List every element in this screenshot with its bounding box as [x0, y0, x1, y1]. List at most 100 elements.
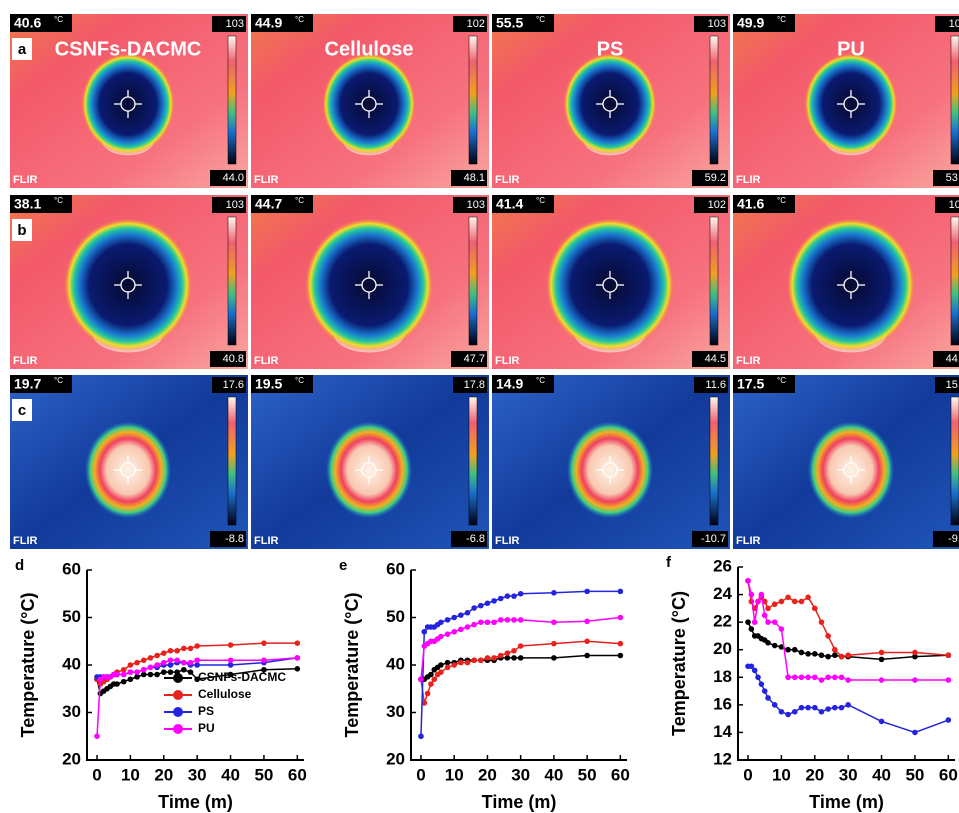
point	[878, 656, 885, 663]
spot-temperature: 17.5	[737, 376, 764, 392]
spot	[80, 52, 176, 156]
spot-temperature: 14.9	[496, 376, 523, 392]
point	[791, 674, 798, 681]
thermal-image: 49.9 °C 103 53.2 FLIR PU	[733, 14, 959, 188]
point	[458, 659, 464, 666]
point	[194, 657, 200, 664]
max-box	[694, 377, 728, 393]
point	[811, 704, 818, 711]
point	[484, 619, 491, 626]
thermal-image: 40.6 °C 103 44.0 FLIR a CSNFs-DACMC	[10, 14, 248, 188]
point	[438, 662, 444, 668]
point	[261, 657, 267, 664]
point	[451, 614, 458, 621]
point	[504, 593, 511, 599]
point	[194, 662, 200, 668]
point	[444, 664, 451, 671]
spot-temperature: 40.6	[14, 15, 41, 31]
min-box	[933, 351, 959, 367]
scale-min: 59.2	[705, 172, 726, 184]
x-tick-label: 30	[188, 765, 207, 784]
unit: °C	[536, 15, 545, 24]
panel-letter: d	[15, 557, 24, 574]
scale-min: 44.5	[946, 353, 959, 365]
series-line	[420, 640, 621, 704]
spot	[325, 421, 413, 519]
color-bar	[227, 396, 237, 526]
min-box	[692, 170, 728, 186]
point	[785, 711, 791, 718]
min-box	[210, 531, 246, 547]
y-tick-label: 20	[713, 639, 732, 658]
point	[845, 652, 851, 659]
point	[194, 643, 200, 649]
point	[912, 677, 918, 683]
point	[127, 662, 134, 668]
scale-min: 47.7	[464, 353, 485, 365]
unit: °C	[536, 196, 545, 205]
point	[551, 590, 557, 596]
point	[878, 677, 885, 683]
spot-box	[492, 195, 554, 213]
point	[791, 598, 798, 605]
point	[584, 588, 590, 595]
max-box	[212, 197, 246, 213]
color-bar	[950, 35, 959, 165]
point	[771, 642, 778, 649]
color-bar	[950, 396, 959, 526]
point	[832, 704, 838, 711]
max-box	[935, 16, 959, 32]
panel-letter: c	[18, 402, 26, 419]
point	[584, 638, 590, 645]
point	[438, 633, 444, 640]
scale-min: 48.1	[464, 172, 485, 184]
point	[261, 666, 267, 673]
series-line	[420, 590, 621, 737]
point	[491, 655, 497, 661]
point	[945, 652, 952, 659]
x-tick-label: 0	[416, 765, 425, 784]
min-box	[692, 531, 728, 547]
point	[798, 649, 805, 656]
brand: FLIR	[495, 355, 519, 367]
panel-letter: b	[17, 222, 26, 239]
point	[832, 646, 838, 653]
legend-label: PS	[198, 704, 214, 718]
min-box	[933, 170, 959, 186]
point	[617, 640, 624, 647]
point	[428, 681, 434, 687]
point	[765, 619, 771, 625]
point	[187, 659, 194, 666]
scale-max: 11.6	[705, 379, 726, 391]
point	[120, 678, 127, 685]
point	[778, 708, 785, 715]
point	[845, 702, 851, 708]
point	[912, 653, 918, 660]
point	[120, 671, 127, 678]
series-line	[748, 665, 949, 734]
point	[551, 655, 557, 661]
spot-temperature: 41.6	[737, 196, 764, 212]
min-box	[933, 531, 959, 547]
point	[945, 717, 952, 723]
point	[181, 666, 187, 673]
x-tick-label: 50	[254, 765, 273, 784]
min-box	[210, 170, 246, 186]
point	[838, 653, 845, 660]
point	[187, 669, 194, 675]
point	[154, 662, 160, 668]
max-box	[935, 197, 959, 213]
panel-letter-box	[12, 38, 32, 60]
scale-min: 44.0	[223, 172, 244, 184]
color-bar	[709, 396, 719, 526]
legend-label: PU	[198, 721, 215, 735]
point	[147, 671, 154, 678]
point	[584, 652, 590, 659]
scale-max: 102	[708, 199, 726, 211]
point	[167, 647, 174, 654]
brand: FLIR	[254, 174, 278, 186]
point	[227, 671, 234, 678]
point	[838, 674, 845, 681]
color-bar	[709, 35, 719, 165]
y-axis-label: Temperature (°C)	[18, 593, 38, 738]
